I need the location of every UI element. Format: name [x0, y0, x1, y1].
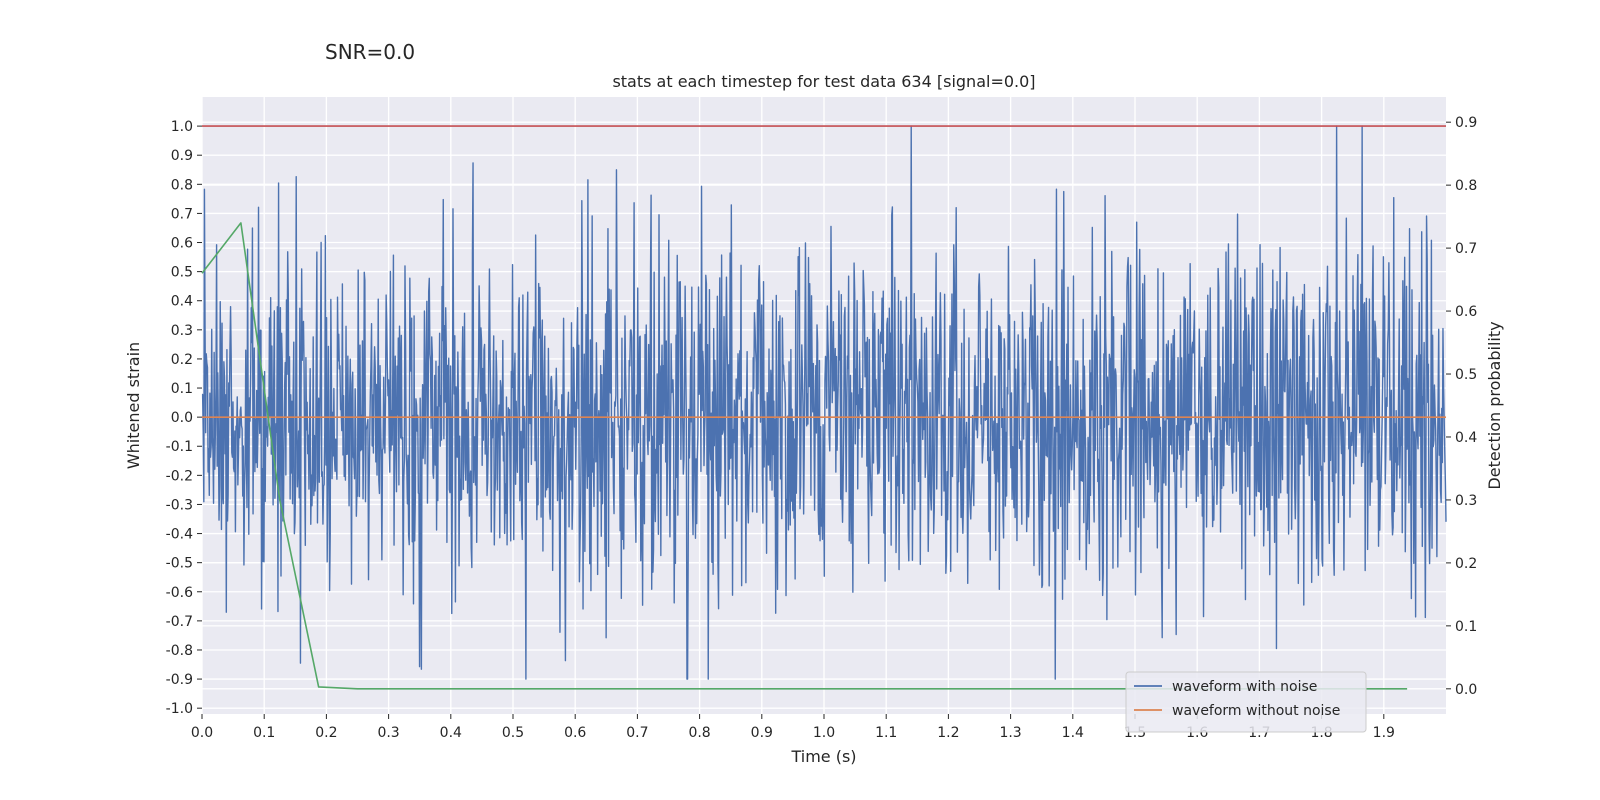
- y-tick-label: 0.1: [171, 381, 193, 397]
- x-tick-label: 0.3: [377, 725, 399, 741]
- y2-tick-label: 0.6: [1455, 304, 1477, 320]
- y-tick-label: -0.4: [166, 527, 193, 543]
- y-tick-label: 0.4: [171, 294, 193, 310]
- x-tick-label: 1.0: [813, 725, 835, 741]
- y2-tick-label: 0.7: [1455, 241, 1477, 257]
- x-ticks: 0.0 0.1 0.2 0.3 0.4 0.5 0.6 0.7 0.8 0.9 1.0 1.1 1.2 1…: [191, 714, 1395, 741]
- x-tick-label: 0.1: [253, 725, 275, 741]
- legend-box: [1125, 671, 1367, 733]
- y2-axis-label: Detection probability: [1485, 321, 1504, 489]
- series-line-waveform-with-noise: [201, 125, 1447, 680]
- y2-tick-label: 0.3: [1455, 493, 1477, 509]
- y-tick-label: -0.8: [166, 643, 193, 659]
- y2-tick-label: 0.2: [1455, 556, 1477, 572]
- y2-tick-label: 0.5: [1455, 367, 1477, 383]
- y2-tick-label: 0.8: [1455, 178, 1477, 194]
- x-tick-label: 0.4: [440, 725, 462, 741]
- y-tick-label: 0.3: [171, 323, 193, 339]
- y2-tick-label: 0.1: [1455, 619, 1477, 635]
- x-tick-label: 0.0: [191, 725, 213, 741]
- chart-title: stats at each timestep for test data 634…: [612, 72, 1035, 91]
- y-tick-label: 0.6: [171, 236, 193, 252]
- x-tick-label: 0.7: [626, 725, 648, 741]
- y-tick-label: 0.7: [171, 206, 193, 222]
- x-tick-label: 1.2: [937, 725, 959, 741]
- x-tick-label: 0.6: [564, 725, 586, 741]
- y2-tick-label: 0.4: [1455, 430, 1477, 446]
- legend-label-waveform-without-noise: waveform without noise: [1172, 703, 1340, 719]
- x-axis-label: Time (s): [790, 747, 856, 766]
- y-tick-label: -0.7: [166, 614, 193, 630]
- y-tick-label: 0.2: [171, 352, 193, 368]
- y-tick-label: -0.5: [166, 556, 193, 572]
- legend-label-waveform-with-noise: waveform with noise: [1172, 679, 1317, 695]
- x-tick-label: 1.4: [1062, 725, 1084, 741]
- y-tick-label: -1.0: [166, 701, 193, 717]
- y-tick-label: -0.6: [166, 585, 193, 601]
- y2-tick-label: 0.9: [1455, 115, 1477, 131]
- x-tick-label: 0.9: [751, 725, 773, 741]
- y-tick-label: -0.2: [166, 468, 193, 484]
- y-tick-label: 0.5: [171, 265, 193, 281]
- x-tick-label: 0.5: [502, 725, 524, 741]
- y-tick-label: 1.0: [171, 119, 193, 135]
- y-ticks: 1.0 0.9 0.8 0.7 0.6 0.5 0.4 0.3 0.2 0.1 0.0 -0.1 -0.…: [166, 119, 202, 717]
- x-tick-label: 1.9: [1373, 725, 1395, 741]
- y-tick-label: -0.9: [166, 672, 193, 688]
- x-tick-label: 0.8: [688, 725, 710, 741]
- x-tick-label: 1.3: [999, 725, 1021, 741]
- y-tick-label: -0.1: [166, 439, 193, 455]
- y-axis-label: Whitened strain: [124, 342, 143, 469]
- legend: waveform with noise waveform without nois…: [1125, 671, 1367, 733]
- y2-tick-label: 0.0: [1455, 682, 1477, 698]
- y-tick-label: 0.9: [171, 148, 193, 164]
- snr-suptitle: SNR=0.0: [325, 40, 416, 64]
- x-tick-label: 0.2: [315, 725, 337, 741]
- y-tick-label: 0.8: [171, 177, 193, 193]
- y-tick-label: -0.3: [166, 497, 193, 513]
- x-tick-label: 1.1: [875, 725, 897, 741]
- y-tick-label: 0.0: [171, 410, 193, 426]
- y2-ticks: 0.9 0.8 0.7 0.6 0.5 0.4 0.3 0.2 0.1 0.0: [1446, 115, 1477, 698]
